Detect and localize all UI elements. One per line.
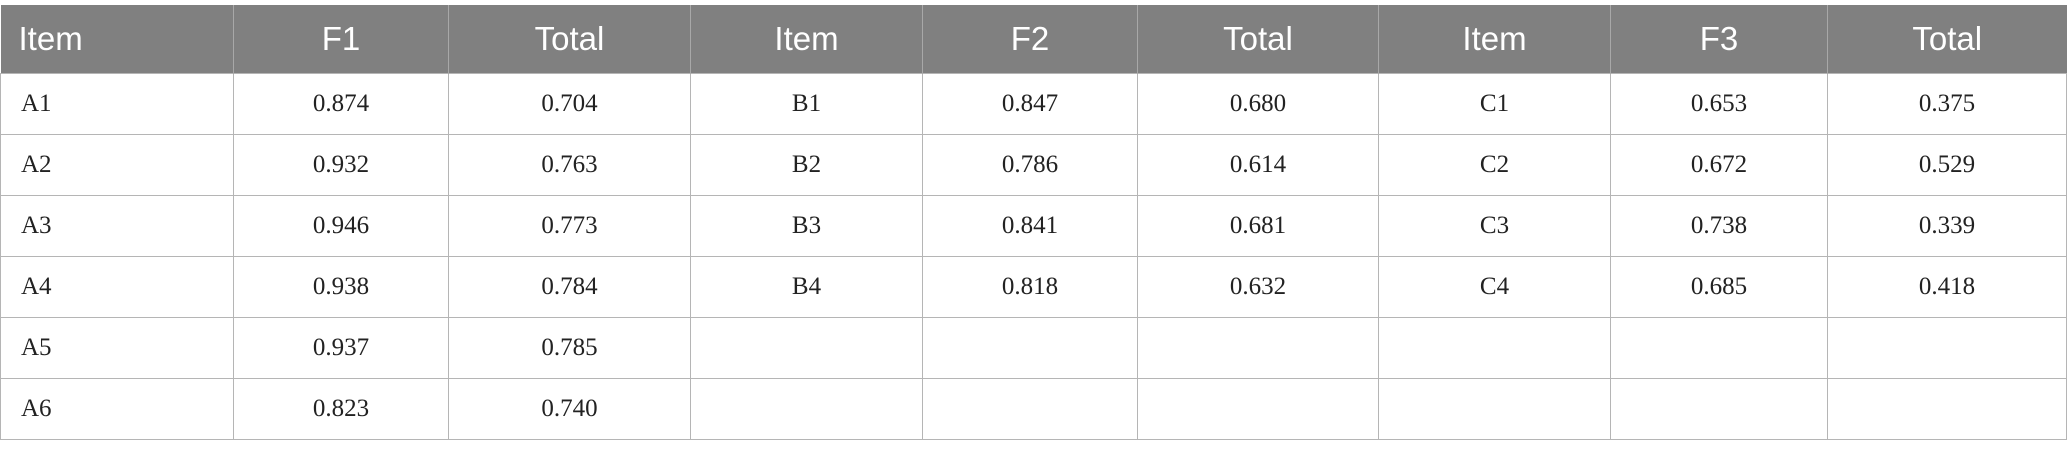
- table-cell: [922, 378, 1138, 440]
- table-cell: 0.339: [1827, 195, 2067, 257]
- table-cell: 0.784: [448, 256, 691, 318]
- header-cell: Total: [1137, 5, 1379, 74]
- header-cell: Item: [1378, 5, 1611, 74]
- header-cell: F2: [922, 5, 1138, 74]
- header-cell: F1: [233, 5, 449, 74]
- table-cell: 0.785: [448, 317, 691, 379]
- header-cell: Total: [448, 5, 691, 74]
- table-row: A3 0.946 0.773 B3 0.841 0.681 C3 0.738 0.339: [0, 195, 2067, 257]
- table-cell: 0.704: [448, 73, 691, 135]
- table-cell: 0.653: [1610, 73, 1828, 135]
- table-cell: 0.786: [922, 134, 1138, 196]
- table-cell: 0.632: [1137, 256, 1379, 318]
- table-cell: 0.680: [1137, 73, 1379, 135]
- table-cell: B2: [690, 134, 923, 196]
- table-cell: [690, 378, 923, 440]
- table-cell: C3: [1378, 195, 1611, 257]
- table-cell: B3: [690, 195, 923, 257]
- table-cell: [1137, 378, 1379, 440]
- table-cell: A4: [0, 256, 234, 318]
- header-cell: F3: [1610, 5, 1828, 74]
- table-row: A1 0.874 0.704 B1 0.847 0.680 C1 0.653 0.375: [0, 73, 2067, 135]
- table-cell: [922, 317, 1138, 379]
- table-cell: 0.823: [233, 378, 449, 440]
- table: Item F1 Total Item F2 Total Item F3 Total A1 0.87…: [0, 5, 2067, 440]
- table-cell: [1827, 317, 2067, 379]
- table-cell: 0.938: [233, 256, 449, 318]
- table-cell: 0.818: [922, 256, 1138, 318]
- table-cell: [1610, 378, 1828, 440]
- table-cell: 0.874: [233, 73, 449, 135]
- table-cell: 0.738: [1610, 195, 1828, 257]
- table-cell: 0.681: [1137, 195, 1379, 257]
- table-cell: A3: [0, 195, 234, 257]
- table-cell: A2: [0, 134, 234, 196]
- header-cell: Total: [1827, 5, 2067, 74]
- table-cell: C1: [1378, 73, 1611, 135]
- table-cell: [1610, 317, 1828, 379]
- table-cell: 0.418: [1827, 256, 2067, 318]
- table-cell: 0.773: [448, 195, 691, 257]
- table-cell: [1378, 317, 1611, 379]
- table-cell: B4: [690, 256, 923, 318]
- table-cell: 0.946: [233, 195, 449, 257]
- table-cell: C2: [1378, 134, 1611, 196]
- table-row: A6 0.823 0.740: [0, 378, 2067, 440]
- table-cell: A1: [0, 73, 234, 135]
- table-cell: 0.685: [1610, 256, 1828, 318]
- table-cell: C4: [1378, 256, 1611, 318]
- table-cell: 0.841: [922, 195, 1138, 257]
- header-cell: Item: [690, 5, 923, 74]
- table-cell: 0.740: [448, 378, 691, 440]
- table-cell: 0.672: [1610, 134, 1828, 196]
- table-cell: [1827, 378, 2067, 440]
- table-cell: 0.375: [1827, 73, 2067, 135]
- table-cell: 0.932: [233, 134, 449, 196]
- table-row: A5 0.937 0.785: [0, 317, 2067, 379]
- table-cell: A5: [0, 317, 234, 379]
- table-cell: B1: [690, 73, 923, 135]
- header-row: Item F1 Total Item F2 Total Item F3 Total: [0, 5, 2067, 74]
- table-cell: A6: [0, 378, 234, 440]
- table-cell: 0.937: [233, 317, 449, 379]
- table-cell: 0.763: [448, 134, 691, 196]
- table-row: A4 0.938 0.784 B4 0.818 0.632 C4 0.685 0.418: [0, 256, 2067, 318]
- table-cell: 0.529: [1827, 134, 2067, 196]
- table-cell: [1137, 317, 1379, 379]
- table-cell: 0.614: [1137, 134, 1379, 196]
- table-row: A2 0.932 0.763 B2 0.786 0.614 C2 0.672 0.529: [0, 134, 2067, 196]
- table-cell: 0.847: [922, 73, 1138, 135]
- table-cell: [690, 317, 923, 379]
- header-cell: Item: [0, 5, 234, 74]
- table-cell: [1378, 378, 1611, 440]
